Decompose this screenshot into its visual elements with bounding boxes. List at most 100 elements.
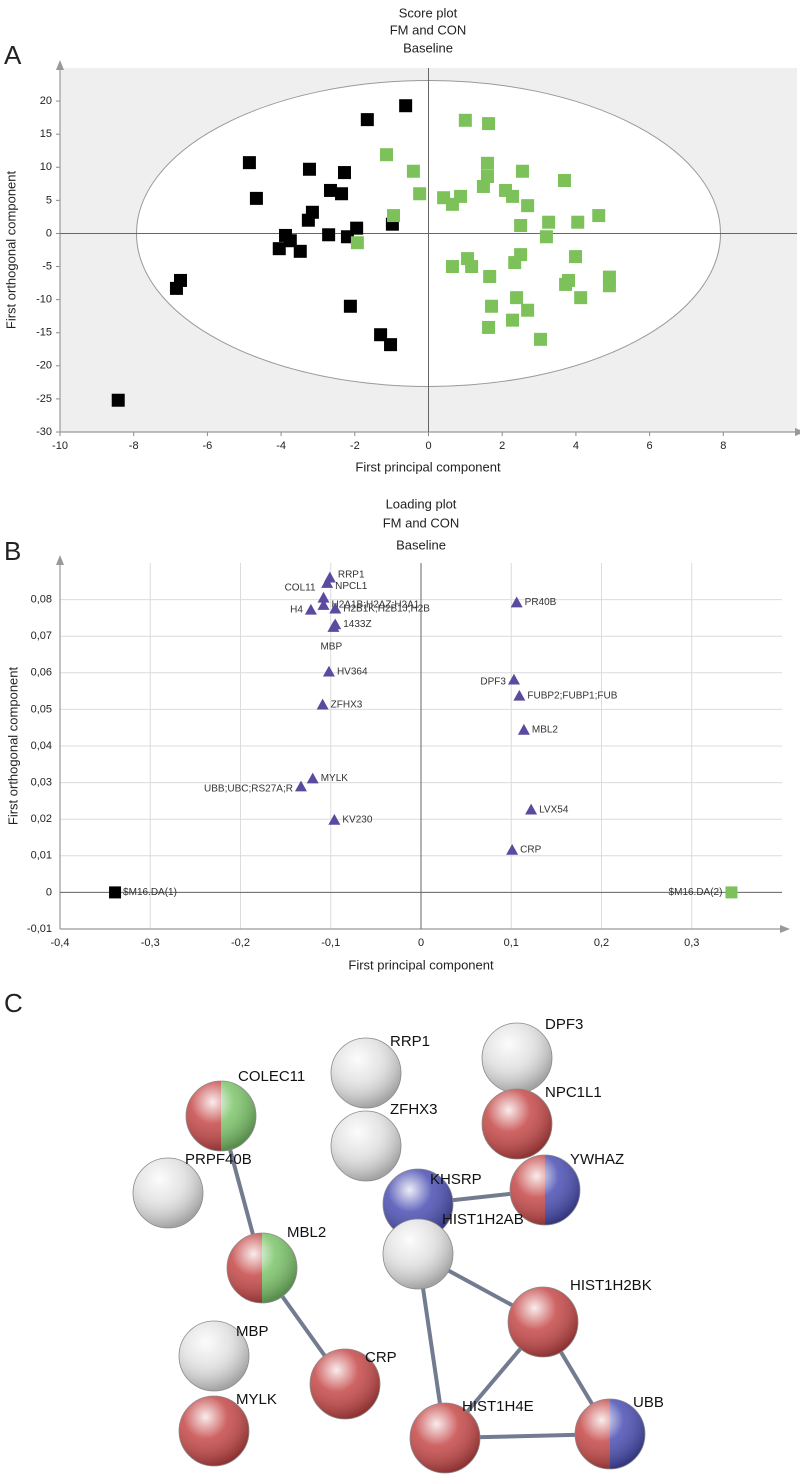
- point: [725, 886, 738, 899]
- y-tick-label: 0,02: [31, 813, 52, 825]
- y-tick-label: 0,08: [31, 594, 52, 606]
- point-label: MBL2: [532, 725, 559, 736]
- point-label: H2A1B;H2AZ;H2A1: [332, 600, 420, 611]
- node-shine: [382, 1218, 454, 1290]
- node-label: MBL2: [287, 1224, 326, 1241]
- point: [506, 313, 520, 327]
- point: [510, 291, 524, 305]
- point-label: DPF3: [480, 676, 506, 687]
- axis-arrow: [56, 60, 64, 70]
- point: [293, 244, 307, 258]
- point: [483, 269, 497, 283]
- x-tick-label: 0: [418, 937, 424, 949]
- x-axis-label: First principal component: [348, 957, 494, 972]
- panel-letter: B: [4, 536, 21, 566]
- node-shine: [178, 1320, 250, 1392]
- node-label: HIST1H4E: [462, 1398, 534, 1415]
- point: [111, 393, 125, 407]
- point-label: ZFHX3: [331, 699, 363, 710]
- node-shine: [178, 1395, 250, 1467]
- point: [321, 577, 334, 588]
- node-label: ZFHX3: [390, 1101, 438, 1118]
- point: [301, 213, 315, 227]
- point: [602, 279, 616, 293]
- point-label: PR40B: [525, 597, 557, 608]
- chart-title: Loading plot: [386, 496, 457, 511]
- point: [399, 99, 413, 113]
- point: [374, 328, 388, 342]
- axis-arrow: [56, 555, 64, 565]
- x-tick-label: -0,4: [51, 937, 70, 949]
- point-label: MYLK: [321, 773, 349, 784]
- y-tick-label: 0,04: [31, 740, 52, 752]
- point: [294, 780, 307, 792]
- point: [507, 673, 520, 685]
- point: [316, 698, 329, 710]
- point: [272, 242, 286, 256]
- point: [542, 215, 556, 229]
- node-label: HIST1H2AB: [442, 1211, 524, 1228]
- point-label: CRP: [520, 845, 541, 856]
- point: [571, 215, 585, 229]
- node-shine: [132, 1157, 204, 1229]
- point: [304, 603, 317, 615]
- point: [521, 303, 535, 317]
- axis-arrow: [795, 428, 800, 436]
- point: [465, 260, 479, 274]
- point: [480, 156, 494, 170]
- y-tick-label: 20: [40, 95, 52, 107]
- x-tick-label: -0,1: [321, 937, 340, 949]
- point: [482, 320, 496, 334]
- chart-title: FM and CON: [383, 515, 460, 530]
- point: [350, 221, 364, 235]
- node-shine: [481, 1022, 553, 1094]
- y-tick-label: -15: [36, 327, 52, 339]
- y-tick-label: 0,03: [31, 777, 52, 789]
- point-label: $M16.DA(2): [669, 887, 723, 898]
- point: [574, 291, 588, 305]
- point: [323, 183, 337, 197]
- point: [317, 591, 330, 603]
- point-label: KV230: [342, 815, 372, 826]
- y-tick-label: 0,05: [31, 703, 52, 715]
- point: [534, 332, 548, 346]
- point: [242, 156, 256, 170]
- x-tick-label: 8: [720, 440, 726, 452]
- point: [514, 219, 528, 233]
- point: [317, 599, 330, 610]
- point: [360, 113, 374, 127]
- node-label: MBP: [236, 1323, 269, 1340]
- x-tick-label: -6: [203, 440, 213, 452]
- x-tick-label: 0: [425, 440, 431, 452]
- point: [337, 166, 351, 180]
- point: [485, 299, 499, 313]
- point: [506, 843, 519, 855]
- y-tick-label: -10: [36, 294, 52, 306]
- point: [515, 164, 529, 178]
- x-tick-label: 2: [499, 440, 505, 452]
- x-tick-label: 6: [647, 440, 653, 452]
- node-label: DPF3: [545, 1016, 583, 1033]
- point: [539, 230, 553, 244]
- x-tick-label: -10: [52, 440, 68, 452]
- y-tick-label: 0,01: [31, 850, 52, 862]
- node-shine: [507, 1286, 579, 1358]
- point: [458, 113, 472, 127]
- chart-title: Baseline: [403, 40, 453, 55]
- point: [445, 197, 459, 211]
- point-label: FUBP2;FUBP1;FUB: [527, 690, 617, 701]
- point: [559, 277, 573, 291]
- point: [343, 299, 357, 313]
- point: [109, 886, 122, 899]
- point: [322, 228, 336, 242]
- y-tick-label: -30: [36, 426, 52, 438]
- point: [525, 803, 538, 815]
- point: [384, 338, 398, 352]
- node-shine: [509, 1154, 581, 1226]
- y-tick-label: 15: [40, 128, 52, 140]
- point-label: NPCL1: [335, 581, 368, 592]
- point-label: H2B1K;H2B1J;H2B: [343, 603, 430, 614]
- node-shine: [185, 1080, 257, 1152]
- point-label: 1433Z: [343, 619, 371, 630]
- point: [350, 236, 364, 250]
